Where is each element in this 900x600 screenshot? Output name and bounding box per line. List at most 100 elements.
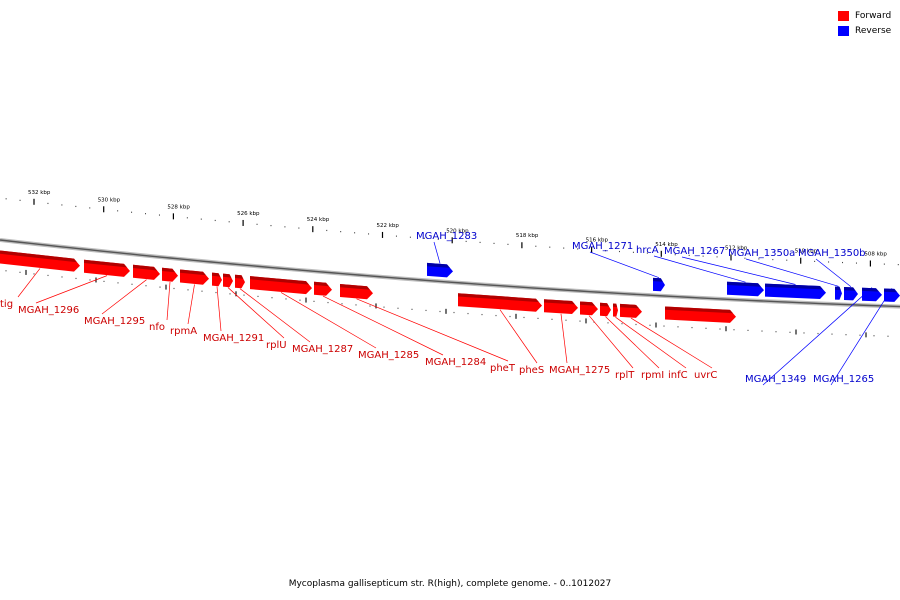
gene-mgah-1275 xyxy=(544,299,578,314)
gene-mgah-1283-leader xyxy=(433,241,441,264)
legend-forward-swatch xyxy=(838,10,849,21)
gene-rpmi-leader xyxy=(605,316,660,369)
gene-mgah-1265-shade xyxy=(884,288,898,293)
minor-tick xyxy=(423,237,425,239)
minor-tick xyxy=(228,221,230,223)
minor-tick xyxy=(814,260,816,262)
gene-phes-leader xyxy=(499,309,538,364)
minor-tick xyxy=(618,250,620,253)
tick-label-530: 530 kbp xyxy=(98,197,121,203)
backbone-line xyxy=(0,239,900,308)
gene-mgah-1285-shade xyxy=(250,276,309,285)
gene-rpma-shade xyxy=(180,269,206,276)
gene-rpmi-shade xyxy=(600,302,610,307)
inner-minor-tick xyxy=(579,320,581,322)
inner-minor-tick xyxy=(243,294,245,296)
gene-infc-shade xyxy=(613,303,618,307)
tick-label-524: 524 kbp xyxy=(307,217,330,223)
minor-tick xyxy=(758,258,760,260)
minor-tick xyxy=(493,242,495,245)
gene-uvrc xyxy=(620,303,642,318)
inner-minor-tick xyxy=(397,307,399,309)
inner-minor-tick xyxy=(355,304,357,306)
minor-tick xyxy=(786,259,788,261)
minor-tick xyxy=(256,223,258,225)
inner-minor-tick xyxy=(523,316,525,319)
inner-minor-tick xyxy=(663,325,665,327)
minor-tick xyxy=(5,198,7,200)
inner-minor-tick xyxy=(131,283,133,285)
gene-mgah-1291-shade xyxy=(212,272,221,277)
gene-mgah-1287-label: MGAH_1287 xyxy=(292,344,353,355)
minor-tick xyxy=(465,240,467,243)
minor-tick xyxy=(214,219,216,222)
gene-mgah-1283-shade xyxy=(427,262,450,268)
gene-rplu xyxy=(223,273,233,288)
gene-mgah-1296-leader xyxy=(35,275,108,304)
inner-minor-tick xyxy=(859,334,861,336)
inner-minor-tick xyxy=(607,322,609,324)
gene-mgah-1349 xyxy=(862,287,882,302)
gene-mgah-1287-leader xyxy=(239,288,311,343)
inner-minor-tick xyxy=(817,332,819,335)
inner-minor-tick xyxy=(383,306,385,308)
gene-uvrc-leader xyxy=(630,317,713,369)
gene-infc-label: infC xyxy=(668,370,688,381)
inner-minor-tick xyxy=(621,323,623,325)
gene-tig-leader xyxy=(17,268,41,298)
tick-label-532: 532 kbp xyxy=(28,190,51,196)
inner-minor-tick xyxy=(677,326,679,328)
minor-tick xyxy=(354,232,356,234)
gene-mgah-1271-shade xyxy=(653,277,663,282)
minor-tick xyxy=(577,248,579,250)
gene-mgah-1285-label: MGAH_1285 xyxy=(358,350,419,361)
gene-mgah-1287-shade xyxy=(235,274,244,279)
gene-mgah-1285 xyxy=(250,276,312,295)
gene-mgah-1350b xyxy=(844,287,858,301)
minor-tick xyxy=(409,236,411,238)
minor-tick xyxy=(855,262,857,264)
minor-tick xyxy=(270,224,272,227)
gene-mgah-1295-label: MGAH_1295 xyxy=(84,316,145,327)
inner-minor-tick xyxy=(509,315,511,318)
gene-phes xyxy=(458,293,542,312)
gene-rplt-leader xyxy=(588,315,634,369)
gene-extra-0-shade xyxy=(665,306,733,314)
minor-tick xyxy=(744,257,746,259)
gene-features xyxy=(0,250,900,323)
gene-rpma xyxy=(180,269,209,285)
inner-minor-tick xyxy=(761,330,763,332)
gene-mgah-1295-shade xyxy=(133,264,157,271)
minor-tick xyxy=(284,226,286,228)
minor-tick xyxy=(674,254,676,256)
inner-minor-tick xyxy=(341,303,343,305)
gene-hrca-shade xyxy=(727,281,761,287)
gene-mgah-1265 xyxy=(884,288,900,302)
gene-rplt xyxy=(580,301,598,316)
minor-tick xyxy=(535,245,537,247)
inner-minor-tick xyxy=(705,327,707,329)
tick-label-516: 516 kbp xyxy=(586,238,609,244)
inner-minor-tick xyxy=(495,314,497,317)
minor-tick xyxy=(842,261,844,264)
gene-mgah-1284-label: MGAH_1284 xyxy=(425,357,486,368)
inner-minor-tick xyxy=(733,329,735,331)
gene-nfo-shade xyxy=(162,267,176,273)
gene-mgah-1271-label: MGAH_1271 xyxy=(572,241,633,252)
inner-minor-tick xyxy=(229,293,231,295)
gene-phet-label: pheT xyxy=(490,363,516,374)
gene-rpma-label: rpmA xyxy=(170,326,197,337)
gene-mgah-1265-leader xyxy=(830,288,893,386)
tick-label-526: 526 kbp xyxy=(237,211,260,217)
gene-phet xyxy=(340,284,373,300)
gene-hrca xyxy=(727,281,764,297)
legend-reverse: Reverse xyxy=(838,23,891,38)
tick-label-514: 514 kbp xyxy=(655,242,678,248)
gene-infc-leader xyxy=(615,316,687,369)
gene-mgah-1267-leader xyxy=(681,256,796,285)
inner-minor-tick xyxy=(19,271,21,273)
gene-mgah-1267-label: MGAH_1267 xyxy=(664,246,725,257)
minor-tick xyxy=(646,252,648,254)
legend-reverse-swatch xyxy=(838,25,849,36)
inner-minor-tick xyxy=(789,331,791,333)
